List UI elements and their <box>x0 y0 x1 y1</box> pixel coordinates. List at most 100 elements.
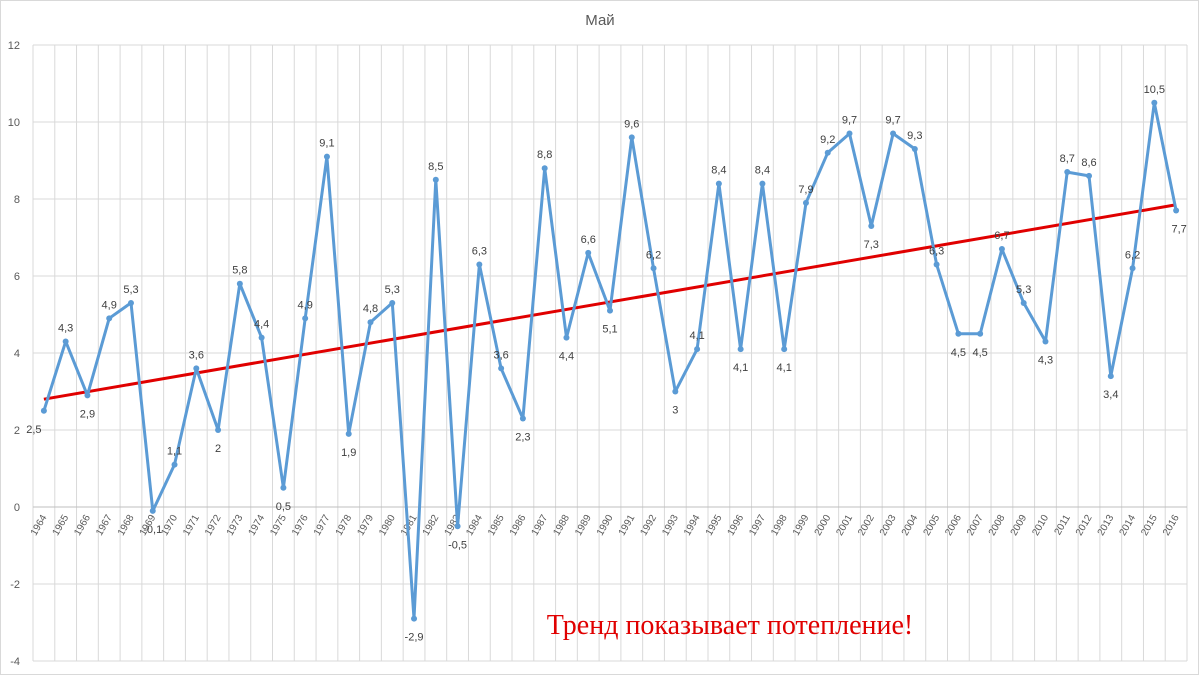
x-tick-label: 1991 <box>617 513 638 538</box>
data-label: 4,1 <box>777 362 792 374</box>
x-tick-label: 2014 <box>1118 513 1139 538</box>
data-label: 4,9 <box>102 299 117 311</box>
data-point <box>411 615 418 622</box>
data-point <box>759 180 766 187</box>
x-tick-label: 2000 <box>813 513 834 538</box>
y-tick-label: 0 <box>14 502 20 514</box>
x-tick-label: 1968 <box>116 513 137 538</box>
data-label: 7,7 <box>1171 224 1186 236</box>
x-tick-label: 1972 <box>203 513 224 538</box>
x-tick-label: 1977 <box>312 513 333 538</box>
x-tick-label: 1996 <box>726 513 747 538</box>
x-tick-label: 1990 <box>595 513 616 538</box>
data-label: 8,8 <box>537 149 552 161</box>
data-label: 9,7 <box>842 115 857 127</box>
data-label: 8,5 <box>428 161 443 173</box>
data-label: 9,6 <box>624 118 639 130</box>
grid-layer <box>32 44 1188 662</box>
x-tick-label: 1973 <box>225 513 246 538</box>
x-tick-label: 1970 <box>159 513 180 538</box>
data-point <box>345 430 352 437</box>
x-tick-label: 1975 <box>268 513 289 538</box>
data-point <box>1151 99 1158 106</box>
data-point <box>802 199 809 206</box>
x-tick-label: 1971 <box>181 513 202 538</box>
data-label: 4,3 <box>1038 354 1053 366</box>
data-point <box>1173 207 1180 214</box>
data-label: 8,7 <box>1060 153 1075 165</box>
data-label: -0,5 <box>448 539 467 551</box>
x-tick-label: 1967 <box>94 513 115 538</box>
x-tick-label: 2003 <box>878 513 899 538</box>
data-point <box>236 280 243 287</box>
y-tick-label: 6 <box>14 271 20 283</box>
data-point <box>585 249 592 256</box>
data-point <box>1020 299 1027 306</box>
x-tick-label: 1980 <box>377 513 398 538</box>
x-tick-label: 1984 <box>464 513 485 538</box>
data-label: 9,7 <box>885 115 900 127</box>
data-point <box>1107 373 1114 380</box>
x-tick-label: 1997 <box>747 513 768 538</box>
x-tick-label: 2010 <box>1030 513 1051 538</box>
y-tick-label: 8 <box>14 194 20 206</box>
data-point <box>607 307 613 314</box>
data-label: 3,6 <box>189 349 204 361</box>
data-point <box>715 180 722 187</box>
data-point <box>454 523 461 530</box>
y-tick-label: -2 <box>10 579 20 591</box>
data-point <box>977 330 984 337</box>
data-point <box>824 149 831 156</box>
x-tick-label: 1965 <box>51 513 72 538</box>
data-label: 3,4 <box>1103 389 1118 401</box>
label-layer: 2,5 4,3 2,9 4,9 5,3 -0,1 1,1 3,6 2 5,8 4,4 0,5 4,9 9,… <box>26 84 1187 644</box>
x-tick-label: 2015 <box>1139 513 1160 538</box>
data-label: 3,6 <box>493 349 508 361</box>
data-label: 2,5 <box>26 424 41 436</box>
data-label: 5,8 <box>232 265 247 277</box>
y-tick-label: 10 <box>8 117 20 129</box>
x-tick-label: 1989 <box>573 513 594 538</box>
data-label: 6,3 <box>472 245 487 257</box>
x-tick-label: 1994 <box>682 513 703 538</box>
data-point <box>563 334 570 341</box>
x-tick-label: 1976 <box>290 513 311 538</box>
data-label: 6,2 <box>1125 249 1140 261</box>
x-tick-label: 2008 <box>987 513 1008 538</box>
data-point <box>367 319 374 326</box>
trend-annotation: Тренд показывает потепление! <box>547 610 914 641</box>
x-tick-label: 2005 <box>922 513 943 538</box>
data-label: 6,7 <box>994 230 1009 242</box>
data-label: 7,9 <box>798 184 813 196</box>
x-tick-label: 1993 <box>660 513 681 538</box>
data-label: 3 <box>672 405 678 417</box>
data-label: 8,4 <box>755 165 770 177</box>
data-point <box>476 261 483 268</box>
x-tick-label: 1964 <box>29 513 50 538</box>
data-label: 2,3 <box>515 431 530 443</box>
data-label: 5,1 <box>602 324 617 336</box>
data-point <box>389 299 396 306</box>
data-point <box>846 130 853 137</box>
data-point <box>62 338 69 345</box>
data-point <box>1129 265 1136 272</box>
series-layer <box>40 99 1180 622</box>
x-tick-label: 1979 <box>355 513 376 538</box>
x-tick-label: 2013 <box>1096 513 1117 538</box>
data-point <box>280 484 287 491</box>
data-point <box>541 165 548 172</box>
data-label: 6,6 <box>581 234 596 246</box>
x-tick-label: 2007 <box>965 513 986 538</box>
data-point <box>781 346 788 353</box>
data-label: 2,9 <box>80 408 95 420</box>
data-point <box>149 507 156 514</box>
data-point <box>955 330 962 337</box>
data-point <box>933 261 940 268</box>
data-point <box>1086 172 1093 179</box>
data-label: 1,9 <box>341 447 356 459</box>
x-tick-label: 1966 <box>72 513 93 538</box>
data-label: 4,5 <box>973 347 988 359</box>
data-point <box>127 299 134 306</box>
